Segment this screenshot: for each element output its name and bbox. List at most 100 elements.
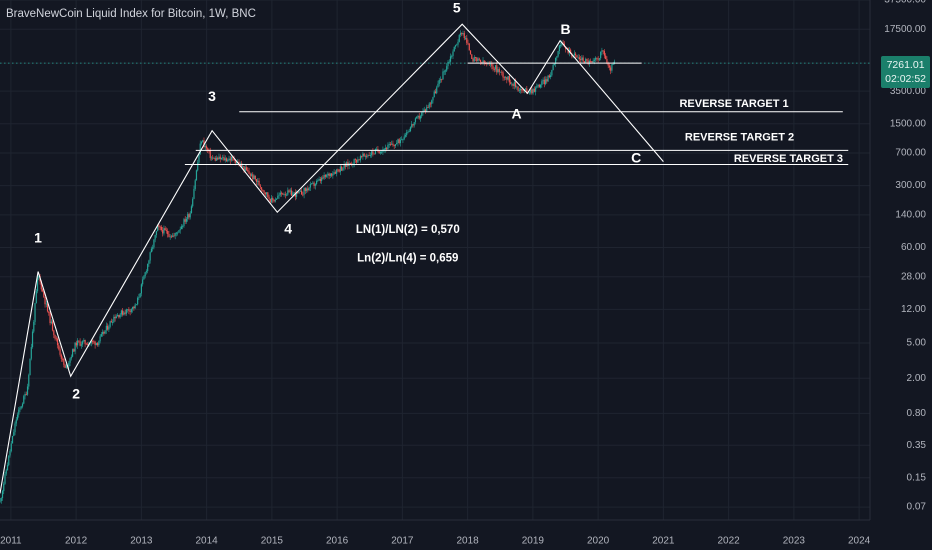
candle-body (119, 314, 121, 318)
y-tick-label: 5.00 (907, 338, 927, 349)
candle-body (519, 88, 522, 91)
candle-body (309, 184, 311, 188)
wave-label: A (512, 105, 522, 121)
candle-body (293, 192, 295, 194)
candle-body (144, 272, 146, 277)
x-tick-label: 2020 (587, 536, 610, 547)
candle-body (363, 153, 365, 157)
candle-body (197, 162, 199, 171)
candle-body (10, 443, 12, 452)
candle-body (259, 185, 261, 188)
candle-body (113, 316, 115, 322)
candle-body (245, 167, 248, 171)
candle-body (512, 83, 514, 86)
candle-body (30, 347, 32, 359)
candle-body (229, 158, 231, 161)
candle-body (479, 59, 482, 63)
candle-body (90, 341, 92, 343)
candle-body (254, 175, 256, 180)
y-tick-label: 0.15 (907, 472, 927, 483)
candle-body (433, 91, 435, 98)
candle-body (25, 393, 27, 395)
candle-body (373, 153, 375, 155)
candle-body (541, 81, 543, 86)
candle-body (225, 158, 228, 162)
candle-body (139, 293, 141, 298)
candle-body (250, 174, 253, 176)
candle-body (300, 190, 303, 195)
candle-body (418, 115, 420, 119)
x-tick-label: 2018 (457, 536, 480, 547)
candle-body (133, 306, 135, 309)
candle-body (46, 303, 49, 312)
candle-body (471, 54, 473, 59)
candle-body (43, 291, 45, 298)
candle-body (137, 297, 139, 305)
candle-body (305, 188, 308, 192)
candle-body (399, 139, 402, 144)
candle-body (543, 79, 545, 85)
candle-body (134, 304, 136, 309)
candle-body (556, 56, 558, 58)
candle-body (287, 190, 289, 195)
candle-body (76, 340, 79, 346)
candle-body (337, 169, 339, 171)
candle-body (532, 88, 534, 94)
candle-body (180, 226, 183, 229)
candle-body (502, 72, 504, 78)
candle-body (472, 58, 474, 62)
candle-body (498, 69, 500, 72)
candle-body (491, 63, 493, 67)
x-tick-label: 2021 (652, 536, 675, 547)
candle-body (54, 334, 56, 339)
candle-body (602, 50, 604, 52)
candle-body (586, 59, 588, 61)
candle-body (130, 309, 132, 312)
candle-body (28, 375, 30, 387)
candle-body (557, 51, 559, 57)
candle-body (379, 152, 382, 154)
candle-body (607, 63, 609, 66)
candle-body (456, 44, 458, 46)
candle-body (302, 194, 304, 196)
candle-body (272, 198, 274, 201)
candle-body (138, 297, 140, 298)
candle-body (478, 58, 480, 60)
candle-body (94, 341, 96, 346)
candle-body (366, 155, 368, 157)
candle-body (3, 483, 5, 492)
wave-label: 3 (208, 88, 216, 104)
candle-body (361, 156, 363, 157)
candle-body (107, 325, 109, 330)
candle-body (537, 84, 539, 87)
candle-body (307, 188, 309, 191)
candle-body (21, 403, 24, 407)
candle-body (423, 109, 425, 112)
candle-body (249, 173, 251, 176)
candle-body (110, 321, 112, 323)
y-tick-label: 0.35 (907, 440, 927, 451)
candle-body (168, 233, 170, 237)
candle-body (359, 156, 361, 161)
candle-body (120, 310, 122, 315)
candle-body (553, 63, 555, 66)
candle-body (411, 124, 413, 128)
candle-body (105, 325, 107, 331)
candle-body (577, 57, 579, 59)
candle-body (458, 34, 460, 42)
candle-body (388, 144, 390, 145)
candle-body (551, 70, 553, 76)
candle-body (531, 89, 533, 94)
candle-body (207, 148, 209, 151)
candle-body (187, 214, 189, 219)
candle-body (157, 225, 159, 232)
candle-body (313, 182, 315, 186)
candle-body (429, 103, 432, 105)
candle-body (508, 76, 510, 83)
candle-body (192, 198, 194, 207)
candle-body (174, 233, 176, 236)
candle-body (326, 175, 328, 177)
candle-body (33, 321, 35, 332)
